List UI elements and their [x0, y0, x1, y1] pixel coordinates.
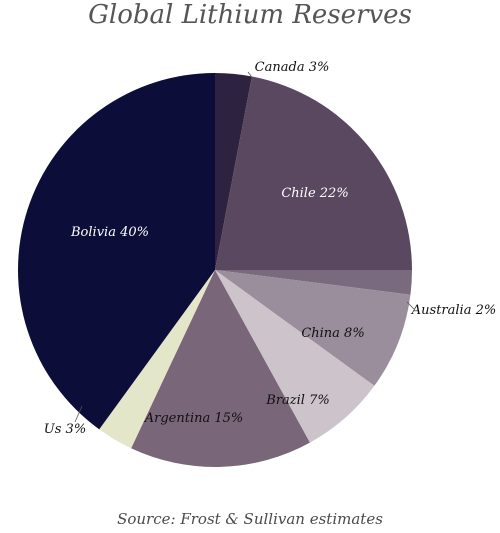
pie-slice-bolivia	[17, 73, 215, 430]
pie-slice-argentina	[131, 270, 310, 467]
pie-slice-australia	[215, 270, 413, 295]
pie-slice-brazil	[215, 270, 375, 443]
slice-label-china: China 8%	[301, 326, 364, 341]
slice-label-argentina: Argentina 15%	[144, 411, 244, 426]
chart-source: Source: Frost & Sullivan estimates	[117, 510, 383, 528]
leader-line-australia	[406, 301, 415, 310]
slice-label-us: Us 3%	[44, 422, 86, 437]
slice-label-chile: Chile 22%	[281, 186, 348, 201]
chart-title: Global Lithium Reserves	[88, 0, 412, 30]
pie-slice-chile	[215, 76, 412, 271]
leader-line-us	[74, 405, 83, 423]
slice-label-australia: Australia 2%	[411, 303, 496, 318]
slice-label-brazil: Brazil 7%	[265, 393, 329, 408]
pie-slice-us	[99, 270, 215, 449]
pie-slice-canada	[215, 73, 252, 270]
slice-label-canada: Canada 3%	[255, 60, 330, 75]
slice-label-bolivia: Bolivia 40%	[70, 225, 149, 240]
pie-slice-china	[215, 270, 411, 386]
leader-line-canada	[247, 71, 255, 81]
